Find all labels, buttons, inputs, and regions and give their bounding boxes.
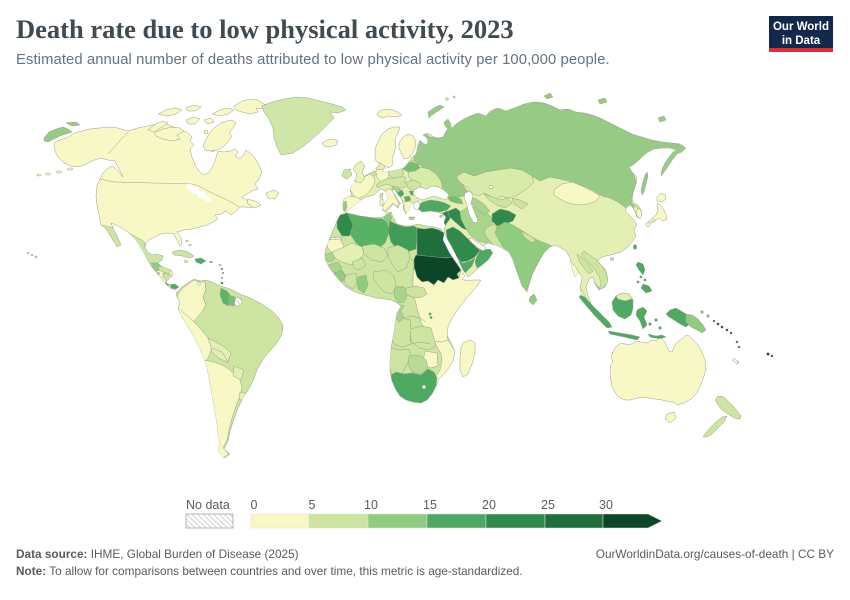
svg-text:20: 20 <box>482 498 496 512</box>
svg-text:25: 25 <box>541 498 555 512</box>
svg-text:5: 5 <box>309 498 316 512</box>
svg-text:30: 30 <box>599 498 613 512</box>
svg-text:0: 0 <box>251 498 258 512</box>
svg-text:15: 15 <box>423 498 437 512</box>
svg-text:10: 10 <box>364 498 378 512</box>
svg-text:No data: No data <box>186 498 230 512</box>
